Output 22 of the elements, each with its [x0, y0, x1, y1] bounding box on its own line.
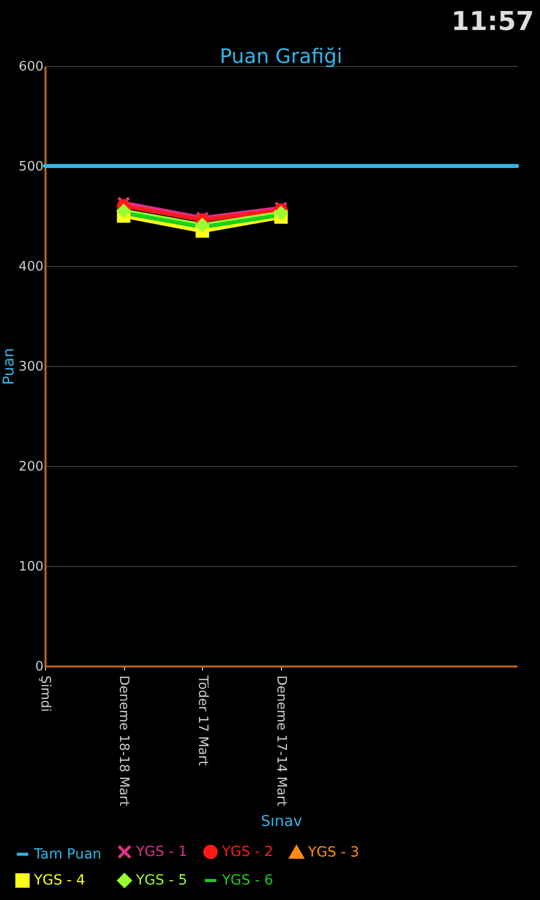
text: 11:57 [451, 7, 534, 37]
legend-label: YGS - 3 [307, 844, 360, 860]
x-axis-title: Sınav [260, 812, 302, 830]
legend-label: YGS - 2 [221, 844, 274, 860]
legend-label: Tam Puan [33, 846, 102, 862]
y-tick-label: 600 [18, 60, 44, 74]
y-tick-label: 100 [18, 560, 44, 574]
legend-label: YGS - 1 [135, 844, 188, 860]
y-tick-label: 400 [18, 260, 44, 274]
y-axis-title: Puan [0, 348, 18, 385]
y-tick-label: 300 [18, 360, 44, 374]
x-tick-label: Deneme 18-18 Mart [116, 676, 132, 806]
y-tick-label: 0 [35, 660, 44, 674]
y-tick-label: 200 [18, 460, 44, 474]
y-tick-label: 500 [18, 160, 44, 174]
legend-label: YGS - 6 [221, 872, 274, 888]
legend-label: YGS - 4 [33, 872, 86, 888]
legend-label: YGS - 5 [135, 872, 188, 888]
x-tick-label: Şimdi [38, 676, 52, 712]
chart-title: Puan Grafiği [220, 44, 342, 68]
x-tick-label: Deneme 17-14 Mart [274, 676, 288, 806]
x-tick-label: Töder 17 Mart [194, 674, 210, 766]
